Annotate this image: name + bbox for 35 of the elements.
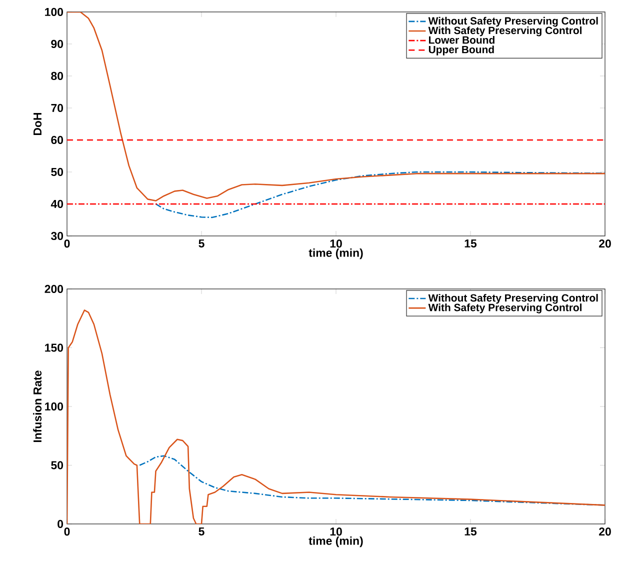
legend-label: Without Safety Preserving Control — [428, 294, 598, 304]
x-axis-title: time (min) — [308, 536, 363, 548]
x-tick-label: 10 — [330, 528, 342, 536]
legend-label: Lower Bound — [429, 36, 494, 44]
y-tick-label: 50 — [51, 168, 64, 176]
x-axis-title: time (min) — [308, 248, 363, 260]
x-tick-label: 10 — [330, 240, 342, 248]
y-tick-label: 100 — [45, 402, 64, 411]
x-tick-label: 15 — [464, 528, 477, 536]
y-tick-label: 100 — [45, 8, 64, 16]
y-tick-label: 30 — [51, 232, 64, 240]
y-tick-label: 70 — [51, 104, 64, 112]
y-axis-title: Infusion Rate — [33, 370, 42, 442]
x-tick-label: 5 — [198, 240, 204, 248]
x-tick-label: 20 — [599, 240, 611, 248]
y-tick-label: 40 — [50, 200, 64, 208]
line-series — [138, 455, 606, 506]
y-tick-label: 150 — [45, 344, 64, 352]
legend-label: Without Safety Preserving Control — [428, 16, 598, 27]
x-tick-label: 0 — [64, 528, 70, 536]
y-tick-label: 80 — [51, 72, 64, 80]
y-tick-label: 90 — [51, 40, 64, 48]
y-tick-label: 200 — [44, 284, 64, 294]
line-series — [155, 171, 606, 218]
x-tick-label: 0 — [64, 240, 70, 248]
legend-label: With Safety Preserving Control — [428, 304, 582, 314]
x-tick-label: 5 — [198, 528, 204, 536]
y-axis-title: DoH — [34, 112, 42, 135]
legend-label: With Safety Preserving Control — [428, 26, 582, 36]
legend-label: Upper Bound — [428, 46, 494, 56]
x-tick-label: 20 — [599, 528, 611, 536]
y-tick-label: 0 — [58, 520, 64, 528]
x-tick-label: 15 — [464, 240, 477, 248]
y-tick-label: 60 — [51, 136, 64, 144]
y-tick-label: 50 — [51, 461, 64, 470]
